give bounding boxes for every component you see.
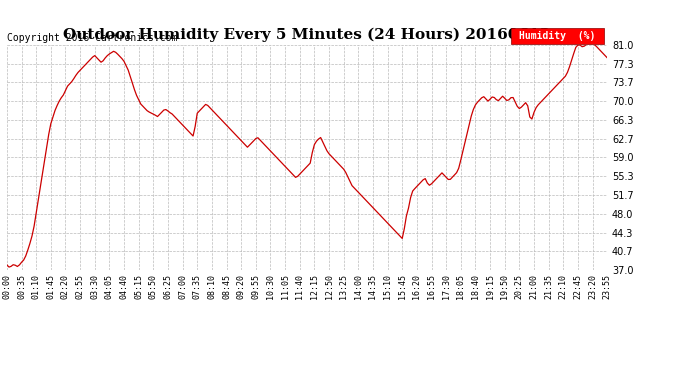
Text: Humidity  (%): Humidity (%) [520, 31, 596, 41]
Text: Copyright 2016 Cartronics.com: Copyright 2016 Cartronics.com [7, 33, 177, 43]
Title: Outdoor Humidity Every 5 Minutes (24 Hours) 20160613: Outdoor Humidity Every 5 Minutes (24 Hou… [63, 28, 551, 42]
FancyBboxPatch shape [511, 28, 604, 44]
